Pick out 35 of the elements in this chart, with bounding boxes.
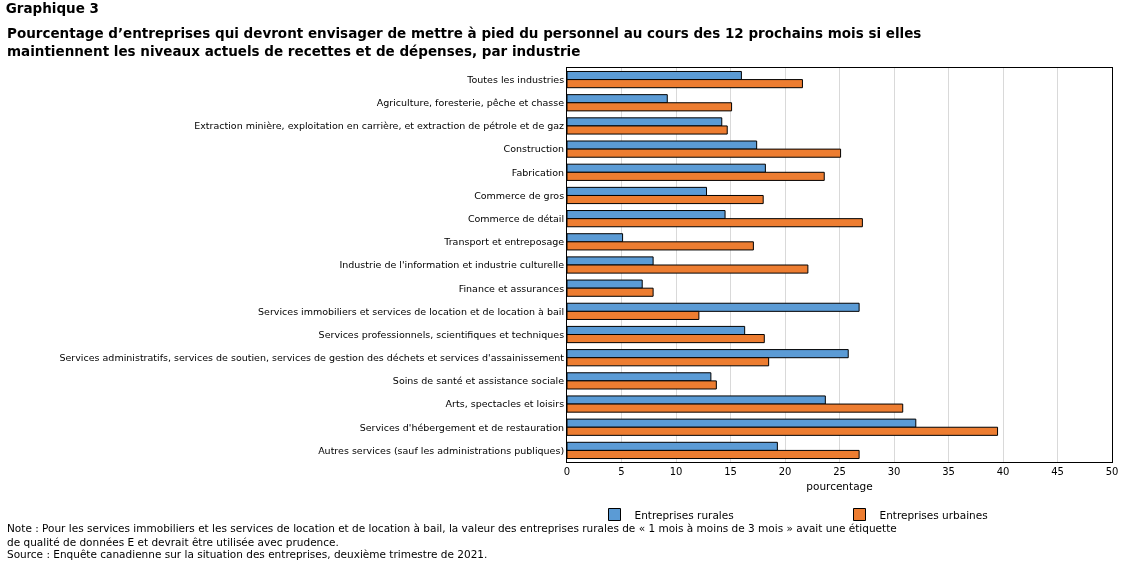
x-tick-label: 15 bbox=[724, 466, 737, 477]
y-tick-label: Construction bbox=[503, 143, 565, 155]
x-tick-label: 25 bbox=[833, 466, 846, 477]
y-tick-label: Autres services (sauf les administrations publiques) bbox=[318, 444, 565, 456]
source-note: Source : Enquête canadienne sur la situation des entreprises, deuxième trimestre de 2021. bbox=[7, 548, 488, 560]
y-tick-label: Commerce de détail bbox=[467, 212, 565, 224]
x-tick-label: 50 bbox=[1105, 466, 1119, 477]
y-tick-label: Industrie de l'information et industrie culturelle bbox=[339, 259, 565, 271]
x-tick-label: 30 bbox=[887, 466, 901, 477]
y-tick-label: Finance et assurances bbox=[458, 282, 565, 294]
text: Note : Pour les services immobiliers et les services de location et de location à bail, la valeur des entreprises rurales de « 1 mois à moins de 3 mois » avait une étiquette de qualité de données E et devrait être utilisée avec prudence. bbox=[7, 522, 897, 548]
x-tick-label: 45 bbox=[1051, 466, 1064, 477]
x-tick-label: 0 bbox=[563, 466, 571, 477]
y-tick-label: Services administratifs, services de soutien, services de gestion des déchets et services d'assainissement bbox=[59, 352, 565, 364]
y-tick-label: Commerce de gros bbox=[474, 189, 565, 201]
legend-label: Entreprises urbaines bbox=[879, 508, 988, 521]
y-tick-label: Toutes les industries bbox=[466, 73, 565, 85]
x-tick-label: 35 bbox=[942, 466, 955, 477]
y-tick-label: Transport et entreposage bbox=[443, 236, 565, 248]
legend-label: Entreprises rurales bbox=[634, 508, 734, 521]
x-tick-label: 10 bbox=[669, 466, 683, 477]
x-tick-label: 40 bbox=[996, 466, 1010, 477]
y-tick-label: Services d'hébergement et de restauration bbox=[359, 421, 565, 433]
x-tick-label: 20 bbox=[778, 466, 792, 477]
y-tick-label: Agriculture, foresterie, pêche et chasse bbox=[376, 97, 565, 109]
chart-subtitle: Pourcentage d’entreprises qui devront envisager de mettre à pied du personnel au cours des 12 prochains mois si elles maintiennent les niveaux actuels de recettes et de dépenses, par industrie bbox=[7, 25, 922, 59]
y-tick-label: Services professionnels, scientifiques et techniques bbox=[318, 328, 565, 340]
text: Graphique 3 bbox=[5, 0, 99, 17]
y-tick-label: Arts, spectacles et loisirs bbox=[445, 398, 565, 410]
y-tick-label: Fabrication bbox=[511, 166, 565, 178]
x-axis-title: pourcentage bbox=[806, 479, 873, 492]
y-tick-label: Soins de santé et assistance sociale bbox=[392, 375, 565, 387]
x-tick-label: 5 bbox=[618, 466, 625, 477]
y-tick-label: Extraction minière, exploitation en carrière, et extraction de pétrole et de gaz bbox=[194, 120, 565, 132]
y-tick-label: Services immobiliers et services de location et de location à bail bbox=[258, 305, 565, 317]
